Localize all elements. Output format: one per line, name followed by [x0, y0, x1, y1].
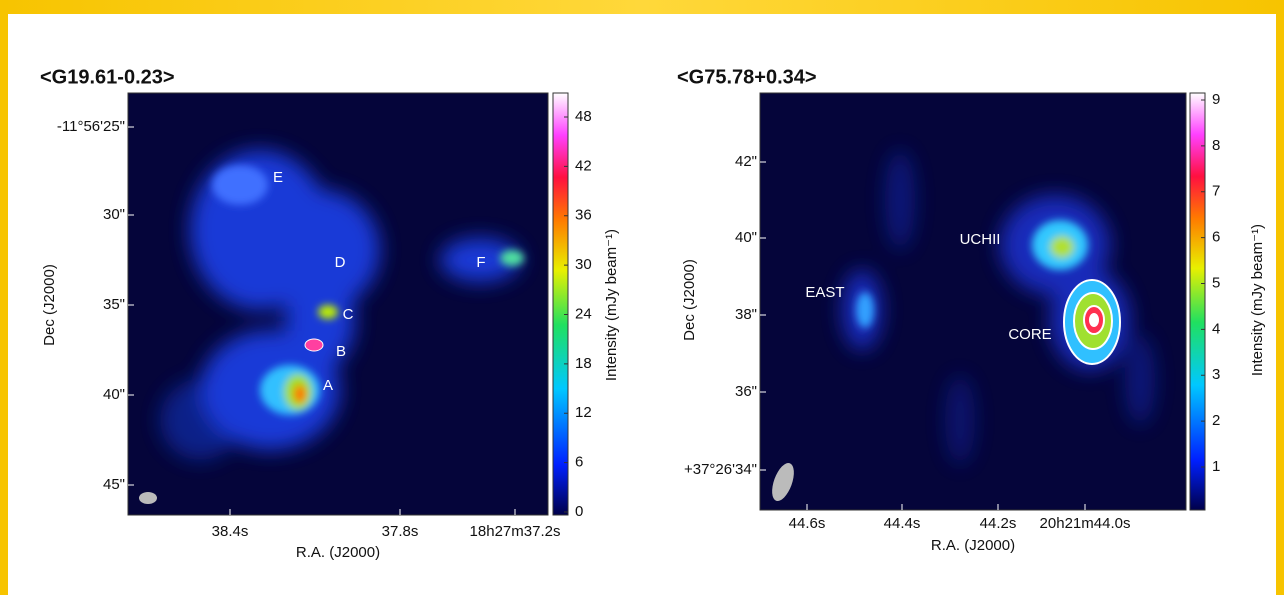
colorbar-tick-label: 24: [575, 305, 592, 322]
region-label: F: [476, 254, 485, 271]
x-tick-label: 18h27m37.2s: [470, 523, 561, 540]
x-tick-label: 20h21m44.0s: [1040, 515, 1131, 532]
colorbar-tick-label: 6: [1212, 229, 1220, 246]
y-tick-label: 30": [103, 206, 125, 223]
colorbar: [1189, 92, 1206, 511]
x-tick-label: 37.8s: [382, 523, 419, 540]
region-label: CORE: [1008, 326, 1051, 343]
x-tick-label: 44.6s: [789, 515, 826, 532]
colorbar-tick-label: 1: [1212, 458, 1220, 475]
map-image: [128, 93, 548, 515]
colorbar-tick-label: 42: [575, 157, 592, 174]
x-tick-label: 38.4s: [212, 523, 249, 540]
panel-title: <G19.61-0.23>: [40, 66, 175, 88]
region-label: E: [273, 169, 283, 186]
region-label: A: [323, 377, 333, 394]
colorbar-tick-label: 5: [1212, 274, 1220, 291]
colorbar-label: Intensity (mJy beam⁻¹): [603, 229, 620, 381]
y-tick-label: 45": [103, 476, 125, 493]
colorbar-tick-label: 36: [575, 207, 592, 224]
colorbar-tick-label: 2: [1212, 412, 1220, 429]
left-border: [0, 0, 8, 595]
right-border: [1276, 0, 1284, 595]
y-axis-label: Dec (J2000): [681, 259, 698, 341]
x-axis-label: R.A. (J2000): [296, 544, 380, 561]
y-tick-label: 38": [735, 306, 757, 323]
y-axis-label: Dec (J2000): [41, 264, 58, 346]
x-tick-label: 44.4s: [884, 515, 921, 532]
colorbar-label: Intensity (mJy beam⁻¹): [1249, 224, 1266, 376]
x-axis-label: R.A. (J2000): [931, 537, 1015, 554]
colorbar-tick-label: 7: [1212, 183, 1220, 200]
colorbar-tick-label: 0: [575, 503, 583, 520]
y-tick-label: -11°56'25": [57, 118, 125, 135]
colorbar-tick-label: 4: [1212, 320, 1220, 337]
top-border: [0, 0, 1284, 14]
region-label: D: [335, 254, 346, 271]
colorbar-tick-label: 3: [1212, 366, 1220, 383]
y-tick-label: +37°26'34": [684, 461, 757, 478]
map-image: [760, 93, 1186, 510]
panel-title: <G75.78+0.34>: [677, 66, 817, 88]
colorbar: [552, 92, 569, 516]
region-label: C: [343, 306, 354, 323]
region-label: B: [336, 343, 346, 360]
y-tick-label: 40": [103, 386, 125, 403]
y-tick-label: 42": [735, 153, 757, 170]
y-tick-label: 35": [103, 296, 125, 313]
colorbar-tick-label: 18: [575, 355, 592, 372]
colorbar-tick-label: 9: [1212, 91, 1220, 108]
y-tick-label: 40": [735, 229, 757, 246]
colorbar-tick-label: 12: [575, 404, 592, 421]
y-tick-label: 36": [735, 383, 757, 400]
colorbar-tick-label: 30: [575, 256, 592, 273]
region-label: UCHII: [960, 231, 1001, 248]
colorbar-tick-label: 48: [575, 108, 592, 125]
colorbar-tick-label: 8: [1212, 137, 1220, 154]
x-tick-label: 44.2s: [980, 515, 1017, 532]
region-label: EAST: [805, 284, 844, 301]
colorbar-tick-label: 6: [575, 454, 583, 471]
